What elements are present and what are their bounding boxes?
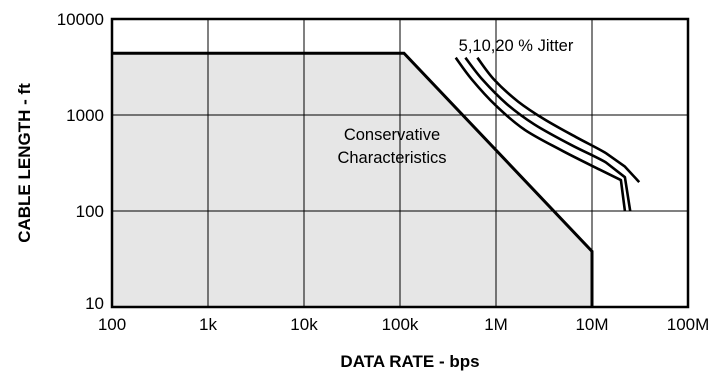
x-tick-label: 100M bbox=[667, 315, 710, 334]
conservative-region-fill bbox=[112, 53, 592, 308]
grid-layer bbox=[112, 19, 688, 307]
region-label: Conservative Characteristics bbox=[337, 126, 446, 167]
jitter-curve-3 bbox=[476, 56, 641, 183]
region-outline-layer bbox=[112, 51, 594, 307]
y-tick-label: 100 bbox=[76, 202, 104, 221]
region-label-line: Characteristics bbox=[337, 149, 446, 167]
x-tick-label: 10M bbox=[575, 315, 608, 334]
x-axis-title: DATA RATE - bps bbox=[340, 352, 479, 371]
region-label-line: Conservative bbox=[344, 126, 440, 144]
y-tick-label: 1000 bbox=[66, 106, 104, 125]
plot-frame bbox=[110, 17, 690, 309]
conservative-region-outline bbox=[112, 51, 594, 307]
x-tick-label: 1k bbox=[199, 315, 217, 334]
x-tick-label: 100 bbox=[98, 315, 126, 334]
x-tick-label: 10k bbox=[290, 315, 318, 334]
y-axis-title: CABLE LENGTH - ft bbox=[15, 83, 34, 243]
jitter-curve-1 bbox=[454, 56, 627, 212]
x-tick-label: 100k bbox=[382, 315, 419, 334]
y-tick-label: 10000 bbox=[57, 10, 104, 29]
jitter-curve-2 bbox=[464, 56, 632, 212]
y-tick-label: 10 bbox=[85, 294, 104, 313]
jitter-series-layer bbox=[454, 56, 641, 212]
conservative-region-layer bbox=[112, 53, 592, 308]
jitter-label: 5,10,20 % Jitter bbox=[459, 37, 574, 55]
tick-label-layer: 100 1k 10k 100k 1M 10M 100M 10 100 1000 10000 bbox=[57, 10, 710, 334]
x-tick-label: 1M bbox=[484, 315, 508, 334]
